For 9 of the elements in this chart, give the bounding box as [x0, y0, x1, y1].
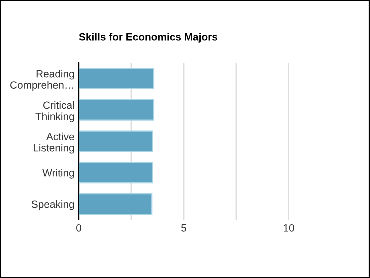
y-tick-label: Writing: [42, 169, 74, 179]
y-tick-label: Critical Thinking: [36, 101, 74, 122]
chart-title: Skills for Economics Majors: [79, 33, 218, 43]
y-tick-label: Reading Comprehen…: [10, 70, 74, 91]
y-tick-label: Speaking: [32, 200, 74, 210]
y-tick-label: Active Listening: [34, 132, 74, 154]
x-tick-label: 10: [284, 224, 294, 232]
x-tick-label: 5: [182, 224, 186, 232]
x-tick-label: 0: [76, 224, 82, 232]
